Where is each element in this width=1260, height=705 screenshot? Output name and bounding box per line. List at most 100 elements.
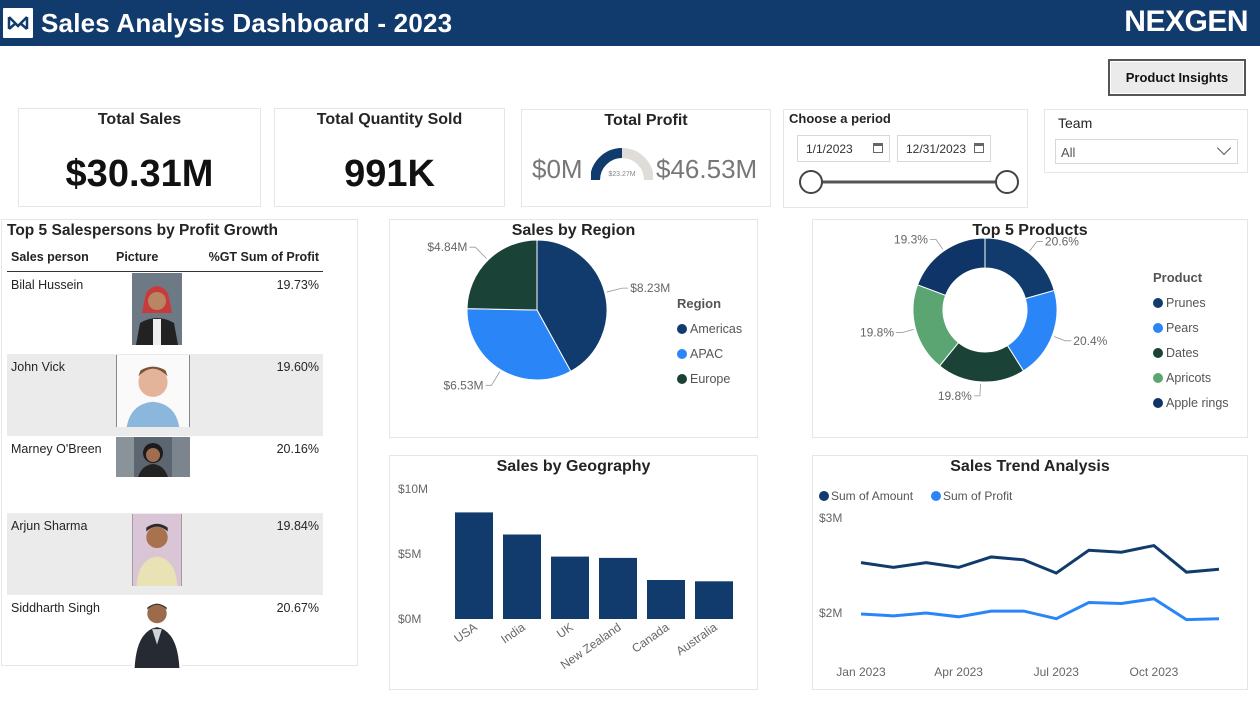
total-quantity-title: Total Quantity Sold	[316, 111, 463, 128]
salesperson-name: Marney O'Breen	[11, 441, 102, 456]
series-line-sum-of-profit	[860, 597, 1220, 622]
team-title: Team	[1058, 115, 1093, 131]
leader-line	[485, 371, 501, 386]
picture-cell	[112, 271, 194, 354]
legend-item: Sum of Amount	[831, 489, 914, 503]
product-insights-button[interactable]: Product Insights	[1108, 59, 1246, 96]
legend-dot	[677, 324, 687, 334]
y-tick-label: $10M	[398, 482, 428, 496]
picture-cell	[112, 353, 194, 436]
data-label: 19.8%	[860, 326, 894, 340]
table-row[interactable]: Bilal Hussein 19.73%	[7, 271, 323, 354]
period-range-slider[interactable]	[797, 168, 1022, 196]
team-selected-value: All	[1061, 145, 1076, 160]
salesperson-name: Arjun Sharma	[7, 512, 112, 595]
legend-item: Europe	[690, 372, 730, 386]
end-date-value: 12/31/2023	[906, 142, 967, 156]
total-sales-value: $30.31M	[65, 153, 214, 195]
total-quantity-value: 991K	[344, 153, 435, 195]
legend-item: Apricots	[1166, 371, 1211, 385]
salesperson-photo	[132, 513, 182, 586]
profit-percent: 19.60%	[194, 353, 323, 436]
legend-item: Apple rings	[1166, 396, 1229, 410]
salesperson-table-title: Top 5 Salespersons by Profit Growth	[7, 222, 279, 239]
calendar-icon[interactable]	[873, 143, 883, 153]
legend-dot	[1153, 298, 1163, 308]
table-row[interactable]: John Vick 19.60%	[7, 353, 323, 436]
table-row[interactable]: Siddharth Singh 20.67%	[7, 595, 323, 677]
slider-end-handle[interactable]	[995, 170, 1019, 194]
x-tick-label: Jan 2023	[836, 665, 886, 679]
legend-dot	[1153, 348, 1163, 358]
legend-dot	[1153, 373, 1163, 383]
legend-item: Americas	[690, 322, 742, 336]
chart-title: Sales by Region	[511, 222, 636, 239]
end-date-input[interactable]: 12/31/2023	[897, 135, 991, 162]
legend-dot	[819, 491, 829, 501]
profit-percent: 20.16%	[276, 441, 319, 456]
legend-item: APAC	[690, 347, 723, 361]
leader-line	[1029, 241, 1043, 252]
data-label: 20.6%	[1045, 234, 1079, 248]
legend-dot	[677, 374, 687, 384]
page-title: Sales Analysis Dashboard - 2023	[41, 8, 453, 38]
x-tick-label: Canada	[629, 620, 672, 656]
calendar-icon[interactable]	[974, 143, 984, 153]
bar-uk	[551, 556, 589, 619]
sales-by-geography-card: Sales by Geography $0M $5M $10M USA India UK N…	[389, 455, 758, 690]
top-products-card: Top 5 Products 20.6% 20.4% 19.8% 19.8% 19.3%…	[812, 219, 1248, 438]
x-tick-label: Australia	[673, 620, 720, 658]
gauge-max-label: $46.53M	[656, 154, 758, 184]
start-date-value: 1/1/2023	[806, 142, 853, 156]
column-header-picture[interactable]: Picture	[112, 244, 194, 272]
salesperson-photo	[116, 436, 190, 477]
period-title: Choose a period	[789, 111, 891, 126]
slice-prunes	[984, 237, 1055, 300]
salesperson-table: Sales person Picture %GT Sum of Profit B…	[7, 244, 323, 677]
slice-americas	[536, 239, 608, 372]
slider-start-handle[interactable]	[799, 170, 823, 194]
leader-line	[606, 287, 629, 293]
data-label: 19.3%	[894, 232, 928, 246]
bar-usa	[455, 512, 493, 619]
period-slicer: Choose a period	[783, 109, 1028, 208]
bar-australia	[695, 581, 733, 619]
leader-line	[896, 329, 914, 333]
chevron-down-icon[interactable]	[1216, 140, 1232, 156]
table-row[interactable]: Marney O'Breen 20.16%	[7, 436, 323, 513]
gauge-fill-arc	[591, 148, 623, 181]
y-tick-label: $3M	[819, 511, 842, 525]
legend-item: Sum of Profit	[943, 489, 1013, 503]
legend-title: Product	[1153, 270, 1203, 285]
column-header-name[interactable]: Sales person	[7, 244, 112, 272]
column-header-profit[interactable]: %GT Sum of Profit	[194, 244, 323, 272]
chart-title: Sales Trend Analysis	[950, 458, 1110, 475]
y-tick-label: $2M	[819, 606, 842, 620]
data-label: $8.23M	[630, 281, 670, 295]
legend-dot	[1153, 323, 1163, 333]
picture-cell	[112, 436, 194, 513]
legend-dot	[1153, 398, 1163, 408]
team-dropdown[interactable]: All	[1055, 139, 1238, 164]
salesperson-name: John Vick	[7, 353, 112, 436]
table-row[interactable]: Arjun Sharma 19.84%	[7, 512, 323, 595]
team-slicer: Team	[1044, 109, 1248, 173]
x-tick-label: Jul 2023	[1034, 665, 1080, 679]
bar-canada	[647, 580, 685, 619]
leader-line	[973, 383, 981, 397]
data-label: 19.8%	[938, 389, 972, 403]
data-label: 20.4%	[1073, 334, 1107, 348]
legend-item: Prunes	[1166, 296, 1206, 310]
sales-by-region-card: Sales by Region $8.23M $6.53M $4.84M Region…	[389, 219, 758, 438]
data-label: $4.84M	[427, 240, 467, 254]
x-tick-label: India	[498, 620, 528, 647]
legend-title: Region	[677, 296, 721, 311]
start-date-input[interactable]: 1/1/2023	[797, 135, 890, 162]
profit-percent: 20.67%	[276, 600, 319, 615]
bar-india	[503, 534, 541, 619]
series-line-sum-of-amount	[860, 543, 1220, 575]
data-label: $6.53M	[443, 378, 483, 392]
gauge-min-label: $0M	[532, 154, 583, 184]
salesperson-photo	[116, 354, 190, 427]
